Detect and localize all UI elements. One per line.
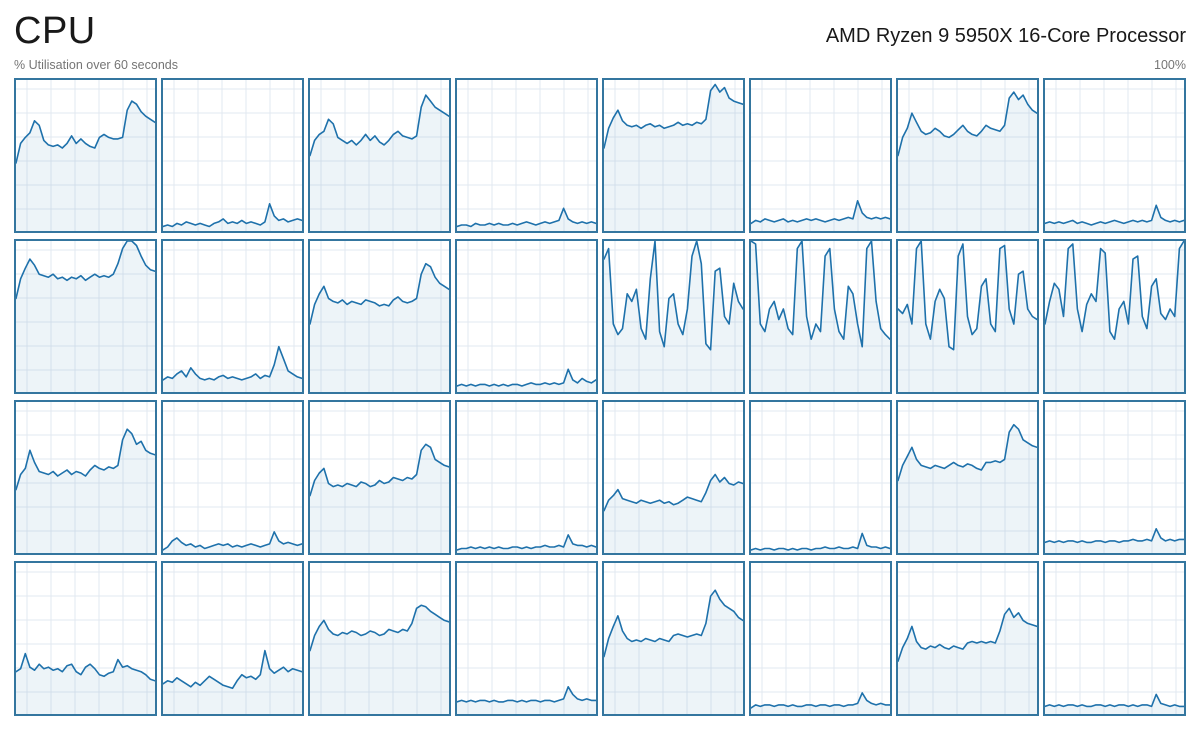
- cpu-core-graph-25[interactable]: [161, 561, 304, 716]
- cpu-core-graph-17[interactable]: [161, 400, 304, 555]
- utilisation-sparkline: [898, 241, 1037, 392]
- cpu-core-graph-16[interactable]: [14, 400, 157, 555]
- cpu-core-graph-8[interactable]: [14, 239, 157, 394]
- cpu-core-graph-30[interactable]: [896, 561, 1039, 716]
- utilisation-sparkline: [310, 80, 449, 231]
- utilisation-sparkline: [457, 402, 596, 553]
- cpu-core-graph-1[interactable]: [161, 78, 304, 233]
- cpu-core-graph-21[interactable]: [749, 400, 892, 555]
- cpu-core-graph-23[interactable]: [1043, 400, 1186, 555]
- utilisation-sparkline: [163, 563, 302, 714]
- processor-name: AMD Ryzen 9 5950X 16-Core Processor: [825, 25, 1186, 47]
- cpu-core-graph-10[interactable]: [308, 239, 451, 394]
- cpu-core-graph-15[interactable]: [1043, 239, 1186, 394]
- cpu-core-graph-11[interactable]: [455, 239, 598, 394]
- utilisation-sparkline: [1045, 563, 1184, 714]
- utilisation-sparkline: [163, 402, 302, 553]
- utilisation-sparkline: [604, 563, 743, 714]
- cpu-core-graph-20[interactable]: [602, 400, 745, 555]
- utilisation-sparkline: [457, 563, 596, 714]
- axis-labels: % Utilisation over 60 seconds 100%: [0, 58, 1200, 72]
- utilisation-sparkline: [16, 402, 155, 553]
- cpu-core-graph-13[interactable]: [749, 239, 892, 394]
- utilisation-sparkline: [16, 241, 155, 392]
- utilisation-sparkline: [751, 241, 890, 392]
- utilisation-sparkline: [1045, 241, 1184, 392]
- utilisation-sparkline: [457, 241, 596, 392]
- utilisation-sparkline: [1045, 80, 1184, 231]
- utilisation-sparkline: [163, 241, 302, 392]
- cpu-core-graph-18[interactable]: [308, 400, 451, 555]
- utilisation-sparkline: [604, 402, 743, 553]
- cpu-core-graph-29[interactable]: [749, 561, 892, 716]
- cpu-core-graph-26[interactable]: [308, 561, 451, 716]
- utilisation-sparkline: [457, 80, 596, 231]
- cpu-core-graph-3[interactable]: [455, 78, 598, 233]
- cpu-core-graph-14[interactable]: [896, 239, 1039, 394]
- cpu-core-graph-31[interactable]: [1043, 561, 1186, 716]
- utilisation-sparkline: [310, 241, 449, 392]
- utilisation-sparkline: [604, 241, 743, 392]
- utilisation-sparkline: [310, 563, 449, 714]
- cpu-core-graph-4[interactable]: [602, 78, 745, 233]
- cpu-core-graph-7[interactable]: [1043, 78, 1186, 233]
- page-title: CPU: [14, 10, 96, 52]
- utilisation-sparkline: [16, 80, 155, 231]
- utilisation-sparkline: [310, 402, 449, 553]
- cpu-core-graph-2[interactable]: [308, 78, 451, 233]
- cpu-core-graph-9[interactable]: [161, 239, 304, 394]
- y-axis-max-label: 100%: [1154, 58, 1186, 72]
- utilisation-sparkline: [16, 563, 155, 714]
- header: CPU AMD Ryzen 9 5950X 16-Core Processor: [0, 0, 1200, 52]
- utilisation-sparkline: [898, 80, 1037, 231]
- utilisation-sparkline: [163, 80, 302, 231]
- cpu-core-graph-27[interactable]: [455, 561, 598, 716]
- cpu-core-graph-24[interactable]: [14, 561, 157, 716]
- utilisation-sparkline: [898, 563, 1037, 714]
- utilisation-sparkline: [751, 402, 890, 553]
- cpu-core-graph-19[interactable]: [455, 400, 598, 555]
- utilisation-sparkline: [1045, 402, 1184, 553]
- cpu-core-graph-6[interactable]: [896, 78, 1039, 233]
- utilisation-sparkline: [898, 402, 1037, 553]
- utilisation-sparkline: [751, 80, 890, 231]
- cpu-core-graph-28[interactable]: [602, 561, 745, 716]
- cpu-core-graph-12[interactable]: [602, 239, 745, 394]
- cpu-core-graph-5[interactable]: [749, 78, 892, 233]
- cpu-core-graph-22[interactable]: [896, 400, 1039, 555]
- utilisation-sparkline: [604, 80, 743, 231]
- cpu-core-graph-0[interactable]: [14, 78, 157, 233]
- logical-processors-grid: [14, 78, 1200, 716]
- utilisation-sparkline: [751, 563, 890, 714]
- utilisation-axis-label: % Utilisation over 60 seconds: [14, 58, 178, 72]
